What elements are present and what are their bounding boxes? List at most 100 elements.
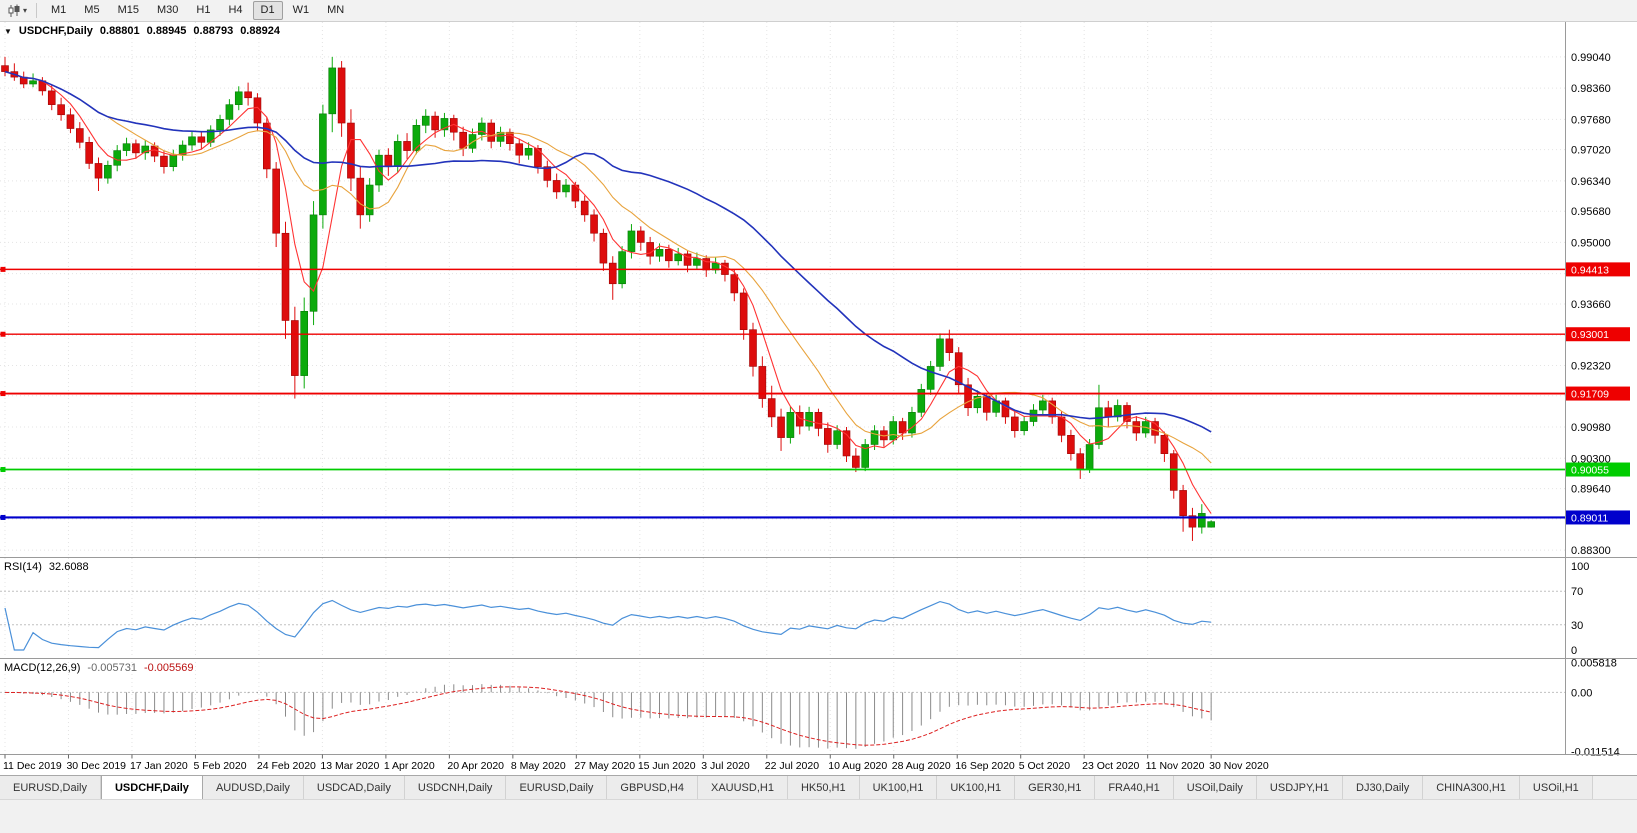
price-axis-label: 0.93660 <box>1571 299 1611 311</box>
candle-body <box>328 67 337 115</box>
chart-tab-ger30-h1-11[interactable]: GER30,H1 <box>1015 776 1096 799</box>
chart-tab-dj30-daily-15[interactable]: DJ30,Daily <box>1343 776 1424 799</box>
candle-body <box>291 320 299 376</box>
hline-price-tag[interactable] <box>1566 327 1630 342</box>
candle-body <box>758 366 767 399</box>
candle-body <box>665 249 673 262</box>
candle-body <box>216 119 224 131</box>
date-axis-label: 27 May 2020 <box>574 760 635 772</box>
hline-price-tag-text: 0.89011 <box>1571 512 1608 524</box>
macd-axis-label: 0.005818 <box>1571 658 1617 670</box>
timeframe-button-m5[interactable]: M5 <box>84 4 100 16</box>
chart-tab-eurusd-daily-0[interactable]: EURUSD,Daily <box>0 776 101 799</box>
hline-price-tag[interactable] <box>1566 462 1630 477</box>
timeframe-button-h1[interactable]: H1 <box>196 4 211 16</box>
candle-body <box>982 395 991 413</box>
candle-body <box>599 232 608 264</box>
chart-tab-usoil-daily-13[interactable]: USOil,Daily <box>1173 776 1257 799</box>
chart-tab-fra40-h1-12[interactable]: FRA40,H1 <box>1095 776 1174 799</box>
hline-handle[interactable] <box>0 391 6 397</box>
candle-body <box>767 398 776 418</box>
candle-body <box>478 122 486 135</box>
chart-tab-usoil-h1-17[interactable]: USOil,H1 <box>1519 776 1593 799</box>
timeframe-button-w1[interactable]: W1 <box>292 4 310 16</box>
timeframe-button-h4[interactable]: H4 <box>228 4 243 16</box>
chart-canvas[interactable]: 0.94413 0.93001 0.91709 0.90055 0.89011 0.990… <box>0 22 1637 775</box>
chart-tab-uk100-h1-9[interactable]: UK100,H1 <box>859 776 938 799</box>
candle-body <box>730 274 739 294</box>
hline-handle[interactable] <box>0 514 6 520</box>
date-axis-label: 24 Feb 2020 <box>257 760 316 772</box>
candle-body <box>76 128 84 143</box>
candle-body <box>47 90 56 105</box>
candle-body <box>403 141 411 151</box>
hline-handle[interactable] <box>0 266 6 272</box>
timeframe-button-mn[interactable]: MN <box>327 4 345 16</box>
timeframe-button-m15[interactable]: M15 <box>117 4 139 16</box>
hline-handle[interactable] <box>0 331 6 337</box>
candle-body <box>917 389 926 413</box>
chart-tab-usdcad-daily-3[interactable]: USDCAD,Daily <box>303 776 405 799</box>
candle-body <box>57 104 65 116</box>
timeframe-toolbar: ▾ M1 M5 M15 M30 H1 H4 D1 W1 MN <box>0 0 1637 22</box>
timeframe-button-m1[interactable]: M1 <box>51 4 67 16</box>
timeframe-button-m30[interactable]: M30 <box>156 4 179 16</box>
chart-tab-china300-h1-16[interactable]: CHINA300,H1 <box>1423 776 1520 799</box>
candle-body <box>356 177 365 216</box>
candle-body <box>300 311 309 376</box>
chart-tab-eurusd-daily-5[interactable]: EURUSD,Daily <box>506 776 608 799</box>
rsi-axis-label: 70 <box>1571 586 1583 598</box>
candle-body <box>1085 444 1094 471</box>
hline-price-tag[interactable] <box>1566 262 1630 277</box>
candle-body <box>1132 421 1141 434</box>
date-axis-label: 30 Nov 2020 <box>1209 760 1269 772</box>
date-axis-label: 23 Oct 2020 <box>1082 760 1139 772</box>
chart-tab-audusd-daily-2[interactable]: AUDUSD,Daily <box>202 776 304 799</box>
date-axis-label: 5 Feb 2020 <box>193 760 246 772</box>
chart-tab-gbpusd-h4-6[interactable]: GBPUSD,H4 <box>607 776 698 799</box>
price-axis-label: 0.95000 <box>1571 237 1611 249</box>
chart-type-dropdown[interactable]: ▾ <box>3 3 31 19</box>
candle-body <box>496 131 505 142</box>
candle-body <box>1076 453 1085 471</box>
candle-body <box>926 366 935 390</box>
candle-body <box>646 242 654 257</box>
timeframe-button-d1[interactable]: D1 <box>252 1 283 20</box>
ma-slow-line <box>4 70 1212 433</box>
date-axis-label: 11 Dec 2019 <box>3 760 62 772</box>
chart-tab-xauusd-h1-7[interactable]: XAUUSD,H1 <box>697 776 788 799</box>
macd-signal-line <box>4 686 1212 746</box>
candle-body <box>94 163 103 179</box>
hline-handle[interactable] <box>0 467 6 473</box>
chart-tab-usdchf-daily-1[interactable]: USDCHF,Daily <box>100 776 203 799</box>
candle-body <box>1067 435 1075 454</box>
candle-body <box>870 430 879 445</box>
hline-price-tag[interactable] <box>1566 386 1630 401</box>
candle-body <box>655 249 664 257</box>
candle-body <box>459 131 467 149</box>
candle-body <box>842 430 851 457</box>
chart-tab-usdjpy-h1-14[interactable]: USDJPY,H1 <box>1256 776 1344 799</box>
price-axis-label: 0.88300 <box>1571 545 1611 557</box>
date-axis-label: 11 Nov 2020 <box>1146 760 1205 772</box>
candle-body <box>618 251 626 285</box>
date-axis-label: 22 Jul 2020 <box>765 760 819 772</box>
candle-body <box>234 91 243 105</box>
chart-tab-hk50-h1-8[interactable]: HK50,H1 <box>787 776 860 799</box>
candle-body <box>543 166 552 181</box>
candle-body <box>898 421 907 434</box>
chart-tab-usdcnh-daily-4[interactable]: USDCNH,Daily <box>404 776 507 799</box>
candle-body <box>1057 416 1066 436</box>
candle-body <box>393 141 402 167</box>
date-axis-label: 5 Oct 2020 <box>1019 760 1071 772</box>
date-axis-label: 10 Aug 2020 <box>828 760 887 772</box>
rsi-axis-label: 100 <box>1571 561 1589 573</box>
date-axis-label: 30 Dec 2019 <box>66 760 126 772</box>
candle-body <box>749 329 757 367</box>
chart-tab-uk100-h1-10[interactable]: UK100,H1 <box>937 776 1016 799</box>
price-axis-label: 0.96340 <box>1571 176 1611 188</box>
candle-body <box>936 338 944 367</box>
hline-price-tag[interactable] <box>1566 510 1630 525</box>
candle-body <box>132 143 140 154</box>
candle-body <box>1039 400 1047 411</box>
